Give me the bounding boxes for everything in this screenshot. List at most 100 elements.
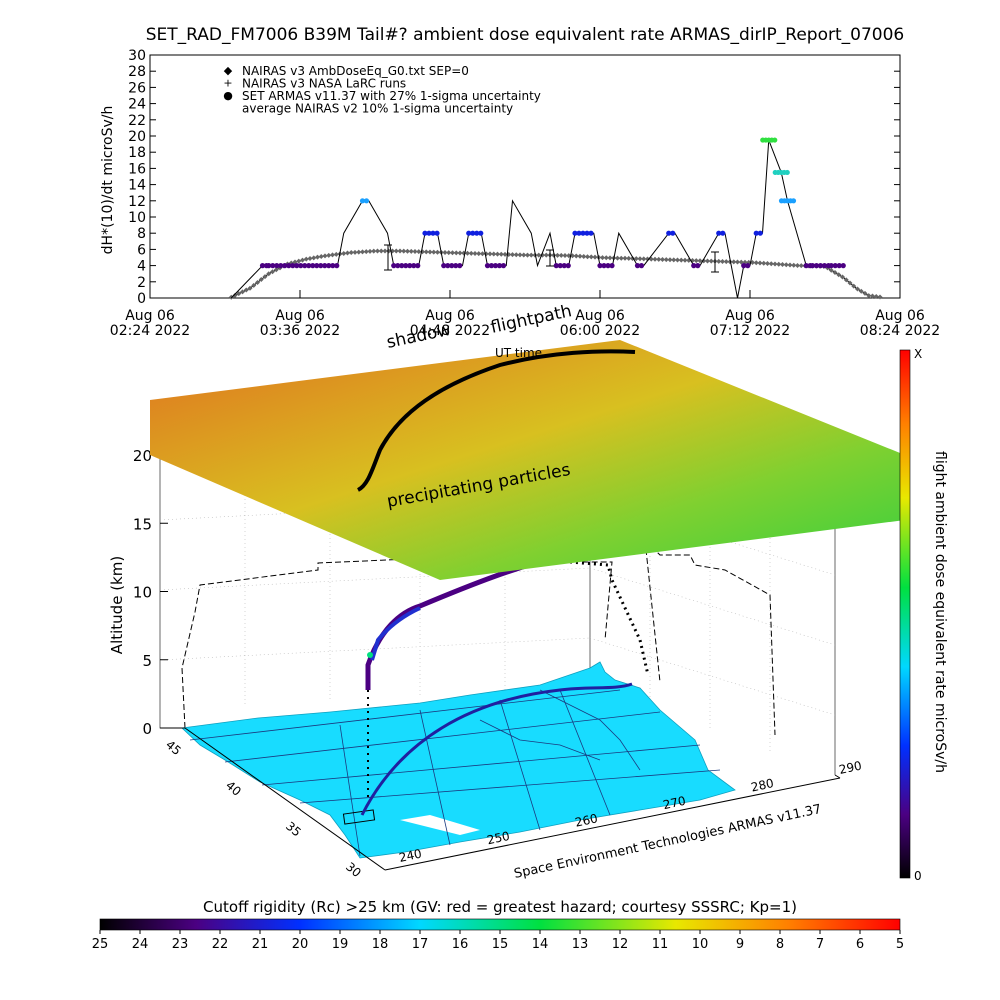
rigidity-tick-label: 6 (856, 937, 864, 952)
legend-label: SET ARMAS v11.37 with 27% 1-sigma uncert… (242, 89, 541, 103)
y-tick-label: 14 (128, 178, 146, 194)
armas-point (286, 263, 292, 269)
armas-point (426, 230, 432, 236)
armas-point (453, 263, 459, 269)
nairas-point (510, 252, 515, 258)
nairas-point (840, 274, 845, 280)
nairas-point (322, 253, 328, 259)
ut-time-label: UT time (495, 346, 542, 360)
y-tick-label: 8 (137, 226, 146, 242)
nairas-point (615, 255, 620, 261)
nairas-point (367, 248, 373, 254)
nairas-point (873, 294, 879, 300)
nairas-point (476, 251, 482, 257)
nairas-point (236, 291, 242, 297)
nairas-point (442, 249, 448, 255)
dose-colorbar: X 0 flight ambient dose equivalent rate … (899, 347, 948, 883)
armas-point (422, 230, 428, 236)
rigidity-title: Cutoff rigidity (Rc) >25 km (GV: red = g… (203, 898, 797, 916)
rigidity-tick-label: 21 (252, 937, 269, 952)
lon-tick-label: 270 (662, 794, 687, 812)
nairas-point (562, 253, 568, 259)
rigidity-colorbar: Cutoff rigidity (Rc) >25 km (GV: red = g… (92, 898, 904, 952)
rigidity-tick-label: 8 (776, 937, 784, 952)
armas-point (466, 230, 472, 236)
nairas-point (877, 294, 883, 300)
x-tick-time: 07:12 2022 (710, 323, 790, 339)
rigidity-tick-label: 22 (212, 937, 229, 952)
nairas-point (303, 256, 309, 262)
y-tick-label: 26 (128, 80, 146, 96)
nairas-point (450, 250, 455, 256)
nairas-point (405, 248, 410, 254)
nairas-point (262, 274, 268, 280)
nairas-point (697, 258, 703, 264)
nairas-point (723, 259, 729, 265)
nairas-point (731, 259, 737, 265)
z-tick-label: 5 (142, 652, 152, 670)
x-tick-date: Aug 06 (125, 308, 175, 324)
nairas-point (273, 267, 279, 273)
armas-point (322, 263, 328, 269)
armas-point (430, 230, 436, 236)
nairas-point (753, 260, 759, 266)
legend-marker: ● (223, 89, 233, 102)
nairas-point (705, 258, 710, 264)
nairas-point (851, 283, 857, 289)
lat-tick-label: 40 (223, 778, 244, 799)
nairas-point (521, 252, 527, 258)
armas-point (488, 263, 495, 269)
x-tick-time: 08:24 2022 (860, 323, 940, 339)
nairas-point (371, 248, 377, 254)
armas-point (576, 230, 582, 236)
armas-point (266, 263, 272, 269)
armas-point (290, 263, 296, 269)
nairas-point (682, 257, 688, 263)
nairas-point (326, 252, 332, 258)
y-tick-label: 16 (128, 161, 146, 177)
nairas-point (315, 254, 320, 260)
nairas-point (555, 252, 560, 258)
nairas-point (375, 248, 380, 254)
shadow-path (181, 539, 776, 736)
rigidity-ticks: 25 24 23 22 21 20 19 18 17 16 15 14 13 12 11 10 9 8 7 6 5 (92, 930, 904, 952)
lat-tick-label: 35 (283, 819, 304, 840)
armas-point (813, 263, 820, 269)
legend-marker: + (223, 77, 232, 90)
armas-point (496, 263, 503, 269)
colorbar-label: flight ambient dose equivalent rate micr… (932, 451, 948, 773)
rigidity-tick-label: 16 (452, 937, 469, 952)
x-tick-time: 03:36 2022 (260, 323, 340, 339)
armas-point (828, 263, 834, 269)
armas-point (294, 263, 300, 269)
nairas-point (251, 282, 257, 288)
armas-point (306, 263, 312, 269)
nairas-point (255, 279, 260, 285)
armas-point (757, 230, 763, 236)
rigidity-tick-label: 20 (292, 937, 309, 952)
armas-point (784, 169, 790, 176)
nairas-point (416, 249, 422, 255)
armas-point (580, 230, 586, 236)
nairas-point (618, 255, 624, 261)
y-tick-label: 10 (128, 210, 146, 226)
armas-point (691, 263, 697, 269)
nairas-point (716, 258, 722, 264)
armas-point (821, 263, 828, 269)
nairas-point (866, 293, 872, 299)
armas-point (470, 230, 476, 236)
x-tick-date: Aug 06 (725, 308, 775, 324)
rigidity-tick-label: 13 (572, 937, 589, 952)
x-tick-date: Aug 06 (875, 308, 925, 324)
nairas-point (345, 250, 350, 256)
nairas-point (228, 294, 234, 300)
armas-point (670, 230, 676, 236)
nairas-point (360, 249, 365, 255)
ground-track (360, 682, 633, 816)
nairas-point (498, 251, 504, 257)
nairas-point (487, 251, 493, 257)
nairas-point (603, 255, 609, 261)
